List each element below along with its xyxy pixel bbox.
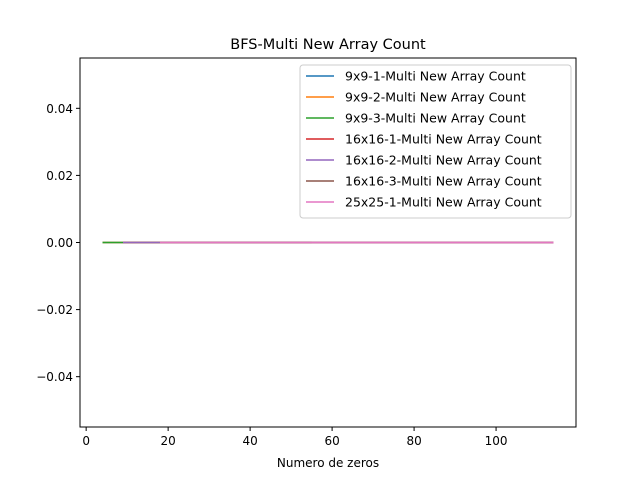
legend-entry: 16x16-2-Multi New Array Count — [345, 153, 542, 168]
y-tick-label: 0.04 — [46, 102, 73, 116]
x-tick-label: 40 — [242, 434, 257, 448]
chart-title: BFS-Multi New Array Count — [230, 37, 426, 53]
legend-entry: 9x9-2-Multi New Array Count — [345, 90, 526, 105]
legend: 9x9-1-Multi New Array Count 9x9-2-Multi N… — [299, 64, 572, 219]
legend-frame — [299, 64, 572, 219]
y-axis: −0.04 −0.02 0.00 0.02 0.04 — [36, 102, 80, 384]
x-tick-label: 100 — [485, 434, 508, 448]
y-tick-label: −0.02 — [36, 303, 73, 317]
legend-entry: 9x9-1-Multi New Array Count — [345, 69, 526, 84]
legend-entry: 16x16-3-Multi New Array Count — [345, 174, 542, 189]
x-tick-label: 60 — [324, 434, 339, 448]
legend-entry: 9x9-3-Multi New Array Count — [345, 111, 526, 126]
y-tick-label: 0.00 — [46, 236, 73, 250]
y-tick-label: 0.02 — [46, 169, 73, 183]
x-axis: 0 20 40 60 80 100 — [82, 427, 508, 448]
x-tick-label: 20 — [160, 434, 175, 448]
y-tick-label: −0.04 — [36, 370, 73, 384]
x-axis-label: Numero de zeros — [277, 456, 379, 470]
x-tick-label: 80 — [406, 434, 421, 448]
legend-entry: 16x16-1-Multi New Array Count — [345, 132, 542, 147]
legend-entry: 25x25-1-Multi New Array Count — [345, 195, 542, 210]
x-tick-label: 0 — [82, 434, 90, 448]
